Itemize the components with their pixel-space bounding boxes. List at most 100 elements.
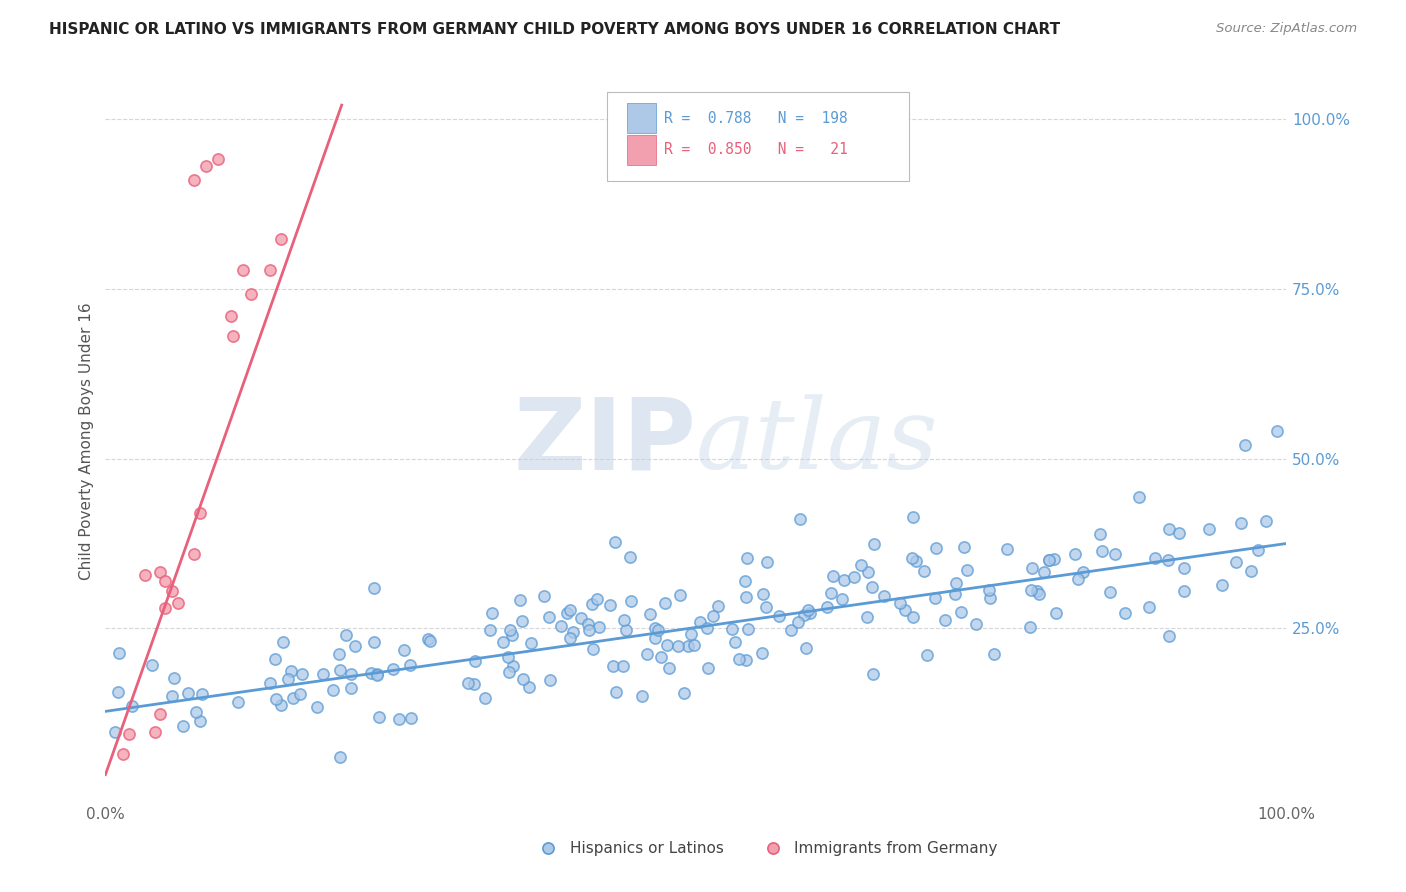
Point — [340, 666, 363, 681]
Point — [328, 647, 350, 661]
Point — [463, 677, 485, 691]
Point — [1021, 561, 1043, 575]
Point — [755, 599, 778, 614]
Text: R =  0.850   N =   21: R = 0.850 N = 21 — [664, 142, 848, 157]
Text: atlas: atlas — [696, 394, 939, 489]
Point — [979, 591, 1001, 605]
Point — [904, 554, 927, 568]
Point — [925, 541, 948, 556]
Point — [419, 633, 441, 648]
Point — [707, 599, 730, 613]
Point — [271, 635, 294, 649]
Point — [821, 568, 844, 582]
Point — [520, 636, 543, 650]
Point — [280, 665, 302, 679]
Point — [943, 587, 966, 601]
Point — [737, 551, 759, 566]
Point — [728, 652, 751, 666]
FancyBboxPatch shape — [627, 135, 655, 165]
Point — [363, 581, 385, 595]
Point — [650, 649, 672, 664]
Point — [363, 634, 385, 648]
Point — [576, 616, 599, 631]
Point — [856, 566, 879, 580]
Point — [995, 542, 1018, 557]
Point — [734, 590, 756, 604]
Point — [599, 598, 621, 612]
Point — [1045, 606, 1067, 620]
Point — [141, 658, 163, 673]
Point — [368, 710, 391, 724]
Point — [259, 676, 281, 690]
Point — [657, 638, 679, 652]
Point — [578, 623, 600, 637]
Point — [901, 510, 924, 524]
Point — [162, 583, 184, 598]
Point — [464, 654, 486, 668]
Point — [226, 695, 249, 709]
Point — [582, 642, 605, 657]
Point — [915, 648, 938, 662]
Point — [537, 838, 560, 853]
Point — [329, 663, 352, 677]
Point — [734, 574, 756, 588]
Point — [689, 615, 711, 629]
Point — [1063, 547, 1085, 561]
Point — [1021, 583, 1043, 598]
Point — [108, 647, 131, 661]
Point — [860, 580, 883, 594]
Point — [977, 582, 1000, 597]
Point — [756, 555, 779, 569]
Point — [366, 668, 388, 682]
Point — [815, 600, 838, 615]
Point — [474, 691, 496, 706]
Point — [849, 558, 872, 572]
Point — [1043, 551, 1066, 566]
Point — [457, 676, 479, 690]
Point — [388, 712, 411, 726]
Point — [360, 665, 382, 680]
Point — [222, 329, 245, 343]
Point — [581, 597, 603, 611]
Point — [779, 623, 801, 637]
Point — [312, 666, 335, 681]
Point — [620, 594, 643, 608]
Point — [751, 646, 773, 660]
Point — [259, 263, 281, 277]
Point — [107, 685, 129, 699]
Point — [510, 614, 533, 628]
Point — [702, 608, 724, 623]
Point — [162, 689, 184, 703]
Point — [492, 635, 515, 649]
Point — [194, 159, 217, 173]
Point — [616, 623, 638, 637]
Point — [1198, 523, 1220, 537]
Point — [1038, 553, 1060, 567]
Point — [863, 537, 886, 551]
Point — [612, 659, 634, 673]
Text: Immigrants from Germany: Immigrants from Germany — [794, 841, 997, 855]
Point — [799, 606, 821, 620]
Point — [636, 647, 658, 661]
Point — [207, 153, 229, 167]
Text: Source: ZipAtlas.com: Source: ZipAtlas.com — [1216, 22, 1357, 36]
Point — [264, 652, 287, 666]
Point — [588, 620, 610, 634]
Point — [658, 661, 681, 675]
Point — [560, 603, 582, 617]
Point — [498, 665, 520, 679]
Point — [762, 838, 785, 853]
Point — [654, 596, 676, 610]
Point — [561, 625, 583, 640]
Text: HISPANIC OR LATINO VS IMMIGRANTS FROM GERMANY CHILD POVERTY AMONG BOYS UNDER 16 : HISPANIC OR LATINO VS IMMIGRANTS FROM GE… — [49, 22, 1060, 37]
Point — [517, 681, 540, 695]
Point — [149, 706, 172, 721]
Point — [789, 511, 811, 525]
Point — [1157, 553, 1180, 567]
Point — [221, 309, 243, 323]
Point — [683, 639, 706, 653]
Point — [893, 603, 915, 617]
Point — [901, 610, 924, 624]
Point — [1159, 629, 1181, 643]
Point — [558, 632, 581, 646]
